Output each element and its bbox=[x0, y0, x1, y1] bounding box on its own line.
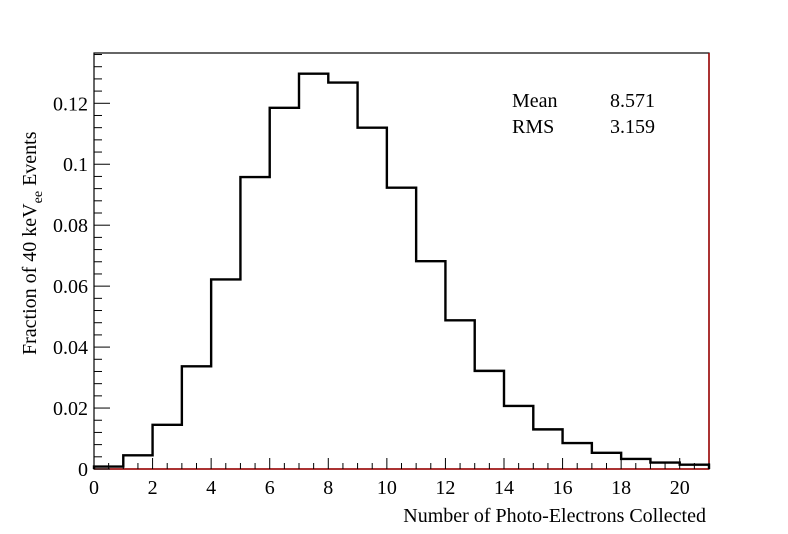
stats-rms-label: RMS bbox=[512, 116, 554, 138]
y-axis-title: Fraction of 40 keVee Events bbox=[19, 131, 46, 355]
histogram-bin bbox=[416, 261, 445, 469]
histogram-series bbox=[92, 72, 711, 469]
histogram-bin bbox=[240, 177, 269, 469]
histogram-bin bbox=[387, 188, 416, 469]
histogram-bin bbox=[182, 366, 211, 469]
x-tick-label: 10 bbox=[377, 477, 397, 499]
y-tick-label: 0 bbox=[78, 459, 88, 481]
stats-rms-value: 3.159 bbox=[610, 116, 655, 138]
x-tick-label: 20 bbox=[670, 477, 690, 499]
x-tick-label: 4 bbox=[206, 477, 216, 499]
x-tick-label: 12 bbox=[435, 477, 455, 499]
x-tick-label: 2 bbox=[148, 477, 158, 499]
histogram-bin bbox=[211, 279, 240, 469]
stats-mean-label: Mean bbox=[512, 90, 558, 112]
histogram-bin bbox=[153, 425, 182, 469]
y-tick-label: 0.08 bbox=[53, 215, 88, 237]
x-tick-label: 14 bbox=[494, 477, 514, 499]
y-tick-label: 0.06 bbox=[53, 276, 88, 298]
x-tick-label: 6 bbox=[265, 477, 275, 499]
y-tick-label: 0.04 bbox=[53, 337, 88, 359]
y-tick-label: 0.1 bbox=[63, 154, 88, 176]
x-tick-label: 0 bbox=[89, 477, 99, 499]
histogram-bin bbox=[445, 320, 474, 469]
histogram-bin bbox=[504, 406, 533, 469]
y-tick-label: 0.12 bbox=[53, 93, 88, 115]
x-axis-title: Number of Photo-Electrons Collected bbox=[403, 505, 706, 527]
stats-mean-value: 8.571 bbox=[610, 90, 655, 112]
histogram-bin bbox=[299, 74, 328, 469]
histogram-bin bbox=[475, 371, 504, 469]
x-tick-label: 18 bbox=[611, 477, 631, 499]
svg-text:Fraction of 40 keVee Events: Fraction of 40 keVee Events bbox=[19, 131, 46, 355]
histogram-outline bbox=[92, 72, 711, 469]
y-axis-title-suffix: Events bbox=[19, 131, 41, 191]
histogram-bin bbox=[358, 128, 387, 469]
y-axis: 0 0.02 0.04 0.06 0.08 0.1 0.12 bbox=[53, 54, 110, 481]
stats-box: Mean 8.571 RMS 3.159 bbox=[512, 90, 655, 138]
histogram-bin bbox=[328, 83, 357, 469]
y-tick-label: 0.02 bbox=[53, 398, 88, 420]
x-tick-label: 16 bbox=[553, 477, 573, 499]
x-tick-label: 8 bbox=[323, 477, 333, 499]
histogram-bin bbox=[270, 108, 299, 469]
y-axis-title-prefix: Fraction of 40 keV bbox=[19, 203, 41, 355]
y-axis-title-subscript: ee bbox=[31, 191, 46, 203]
x-axis: 0 2 4 6 8 10 12 14 16 18 20 bbox=[89, 458, 710, 499]
